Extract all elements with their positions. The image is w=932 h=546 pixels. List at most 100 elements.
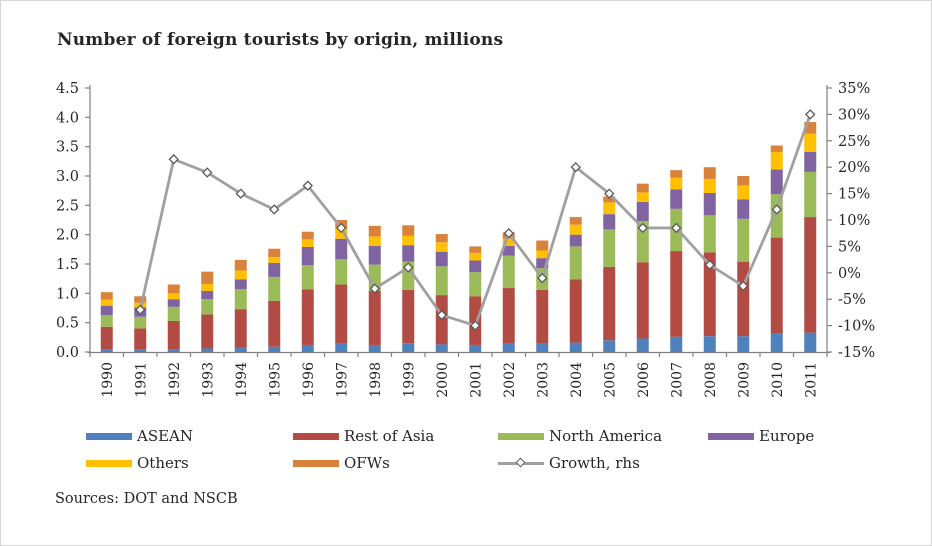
bar-segment-north_america-2006 (636, 221, 649, 263)
bar-segment-asean-2010 (770, 333, 783, 352)
right-axis-tick-label: 25% (838, 134, 870, 150)
bar-segment-asean-2008 (703, 336, 716, 352)
bar-segment-ofws-2000 (435, 234, 448, 243)
bar-segment-asean-1990 (100, 349, 113, 352)
bar-segment-ofws-2004 (569, 217, 582, 225)
bar-segment-others-1997 (335, 228, 348, 239)
legend-label: North America (549, 427, 663, 445)
left-axis-tick-label: 1.0 (56, 286, 79, 302)
growth-marker-2003 (537, 272, 548, 284)
bar-segment-asean-2003 (536, 343, 549, 352)
growth-marker-1991 (135, 304, 146, 315)
bar-segment-ofws-2007 (670, 170, 683, 178)
x-axis-year-label: 2000 (435, 362, 451, 398)
right-axis-tick-label: -15% (838, 345, 875, 361)
x-axis-year-label: 2006 (636, 362, 652, 398)
bar-segment-europe-2001 (469, 260, 482, 273)
growth-marker-1996 (302, 180, 313, 191)
left-axis-tick-label: 3.0 (56, 169, 79, 185)
bar-segment-rest_of_asia-1998 (368, 290, 381, 345)
bar-segment-rest_of_asia-2003 (536, 289, 549, 344)
bar-segment-rest_of_asia-2006 (636, 262, 649, 339)
growth-marker-2006 (637, 222, 648, 234)
bar-segment-north_america-1996 (301, 265, 314, 290)
bar-segment-rest_of_asia-1996 (301, 289, 314, 345)
growth-marker-2008 (704, 259, 715, 271)
bar-segment-asean-1992 (167, 349, 180, 352)
bar-segment-north_america-1994 (234, 289, 247, 310)
left-axis-tick-label: 0.5 (56, 316, 79, 332)
x-axis-year-label: 1998 (368, 362, 384, 398)
growth-marker-1998 (369, 283, 380, 294)
bar-segment-rest_of_asia-2004 (569, 279, 582, 343)
bar-segment-ofws-2008 (703, 167, 716, 179)
bar-segment-asean-1998 (368, 344, 381, 352)
bar-segment-ofws-1990 (100, 292, 113, 300)
bar-segment-asean-2007 (670, 336, 683, 352)
bar-segment-rest_of_asia-2002 (502, 288, 515, 344)
bar-segment-ofws-2011 (804, 122, 817, 134)
bar-segment-europe-1996 (301, 246, 314, 266)
bar-segment-others-2009 (737, 185, 750, 200)
legend: ASEAN Rest of Asia North America Europe Othe… (0, 0, 932, 472)
x-axis-year-label: 1990 (100, 362, 116, 398)
x-axis-year-label: 2005 (602, 362, 618, 398)
x-axis-year-label: 1994 (234, 362, 250, 398)
bar-segment-europe-1992 (167, 299, 180, 307)
bar-segment-asean-1999 (402, 343, 415, 352)
bar-segment-asean-1993 (201, 348, 214, 352)
bar-segment-rest_of_asia-1999 (402, 289, 415, 344)
right-axis-tick-label: 30% (838, 107, 870, 123)
growth-marker-2011 (805, 109, 816, 120)
bar-segment-europe-2008 (703, 193, 716, 216)
bar-segment-others-1995 (268, 256, 281, 263)
bar-segment-ofws-1995 (268, 248, 281, 257)
bar-segment-ofws-1994 (234, 259, 247, 271)
bar-segment-europe-1999 (402, 245, 415, 262)
bar-segment-others-1996 (301, 239, 314, 247)
growth-marker-1993 (202, 167, 213, 178)
legend-item-rest_of_asia: Rest of Asia (293, 427, 434, 445)
source-note: Sources: DOT and NSCB (55, 491, 238, 507)
bar-segment-europe-1995 (268, 262, 281, 277)
bar-segment-asean-1995 (268, 346, 281, 352)
legend-swatch-ofws (293, 459, 339, 467)
bar-segment-north_america-2011 (804, 171, 817, 218)
x-axis-year-label: 1995 (267, 362, 283, 398)
bar-segment-ofws-1993 (201, 271, 214, 284)
legend-swatch-growth-line (498, 455, 544, 471)
bar-segment-rest_of_asia-1993 (201, 314, 214, 349)
bar-segment-ofws-2006 (636, 183, 649, 193)
x-axis-year-label: 2007 (669, 362, 685, 398)
bar-segment-ofws-2009 (737, 176, 750, 186)
bar-segment-asean-2000 (435, 344, 448, 352)
bar-segment-others-2004 (569, 224, 582, 235)
bar-segment-europe-2007 (670, 189, 683, 209)
growth-marker-2010 (771, 204, 782, 215)
bar-segment-rest_of_asia-1992 (167, 320, 180, 350)
growth-marker-2002 (503, 227, 514, 239)
growth-marker-2000 (436, 309, 447, 321)
bar-segment-asean-1996 (301, 344, 314, 352)
legend-label: Europe (759, 427, 815, 445)
legend-swatch-rest_of_asia (293, 432, 339, 440)
bar-segment-europe-2005 (603, 214, 616, 230)
bar-segment-others-1992 (167, 293, 180, 300)
bar-segment-others-1999 (402, 235, 415, 246)
growth-marker-2005 (604, 188, 615, 199)
bar-segment-others-2000 (435, 242, 448, 252)
left-axis-tick-label: 1.5 (56, 257, 79, 273)
bar-segment-rest_of_asia-2007 (670, 251, 683, 337)
legend-swatch-asean (86, 432, 132, 440)
legend-swatch-north_america (498, 432, 544, 440)
bar-segment-north_america-2000 (435, 266, 448, 296)
bar-segment-others-2003 (536, 250, 549, 259)
left-axis-tick-label: 4.5 (56, 81, 79, 97)
bar-segment-others-2007 (670, 177, 683, 190)
legend-item-north_america: North America (498, 427, 663, 445)
right-axis-tick-label: 0% (838, 266, 861, 282)
chart-title: Number of foreign tourists by origin, mi… (57, 30, 504, 50)
bar-segment-rest_of_asia-2010 (770, 237, 783, 334)
bar-segment-others-2011 (804, 133, 817, 152)
